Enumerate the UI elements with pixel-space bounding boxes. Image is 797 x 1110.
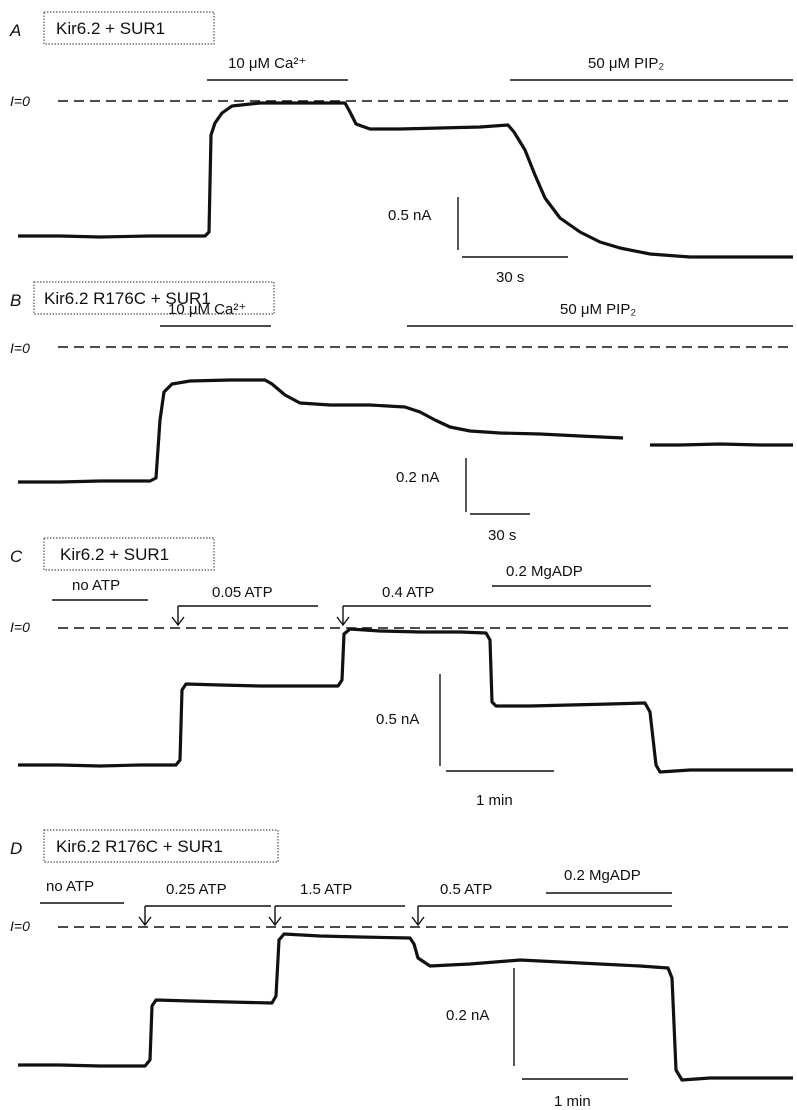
scale-time-label: 30 s [496, 269, 524, 286]
scale-current-label: 0.2 nA [446, 1007, 489, 1024]
arrow-head [138, 916, 152, 927]
arrow-head [411, 916, 425, 927]
panel-c: C Kir6.2 + SUR1 no ATP 0.05 ATP 0.4 ATP … [10, 537, 793, 809]
treatment-label: 50 μM PIP₂ [588, 55, 664, 72]
treatment-label: 10 μM Ca²⁺ [228, 55, 306, 72]
panel-title-box [43, 829, 279, 863]
panel-title-box [43, 11, 215, 45]
panel-title-box [33, 281, 275, 315]
panel-d: D Kir6.2 R176C + SUR1 no ATP 0.25 ATP 1.… [10, 829, 793, 1110]
panel-title: Kir6.2 R176C + SUR1 [56, 837, 223, 856]
scale-time-label: 1 min [476, 792, 513, 809]
panel-letter: C [10, 547, 23, 566]
treatment-label: 10 μM Ca²⁺ [168, 301, 246, 318]
scale-time-label: 1 min [554, 1093, 591, 1110]
current-trace [18, 101, 793, 259]
scale-current-label: 0.5 nA [388, 207, 431, 224]
scale-current-label: 0.5 nA [376, 711, 419, 728]
panel-title: Kir6.2 + SUR1 [60, 545, 169, 564]
zero-current-label: I=0 [10, 918, 30, 934]
panel-title-box [43, 537, 215, 571]
panel-title: Kir6.2 + SUR1 [56, 19, 165, 38]
treatment-label: 0.2 MgADP [506, 563, 583, 580]
treatment-label: 0.4 ATP [382, 584, 434, 601]
arrow-head [268, 916, 282, 927]
current-trace-segment [650, 442, 793, 447]
treatment-label: no ATP [72, 577, 120, 594]
treatment-label: 50 μM PIP₂ [560, 301, 636, 318]
panel-letter: B [10, 291, 21, 310]
current-trace [18, 378, 624, 484]
treatment-label: no ATP [46, 878, 94, 895]
arrow-head [336, 616, 350, 627]
current-trace [18, 932, 793, 1082]
treatment-label: 0.25 ATP [166, 881, 227, 898]
zero-current-label: I=0 [10, 619, 30, 635]
panel-b: B Kir6.2 R176C + SUR1 10 μM Ca²⁺ 50 μM P… [10, 281, 793, 544]
panel-a: A Kir6.2 + SUR1 10 μM Ca²⁺ 50 μM PIP₂ I=… [9, 11, 793, 286]
arrow-head [171, 616, 185, 627]
panel-letter: A [9, 21, 21, 40]
treatment-label: 0.5 ATP [440, 881, 492, 898]
panel-letter: D [10, 839, 22, 858]
treatment-label: 1.5 ATP [300, 881, 352, 898]
panel-title: Kir6.2 R176C + SUR1 [44, 289, 211, 308]
treatment-label: 0.2 MgADP [564, 867, 641, 884]
zero-current-label: I=0 [10, 340, 30, 356]
scale-time-label: 30 s [488, 527, 516, 544]
current-trace [18, 627, 793, 774]
zero-current-label: I=0 [10, 93, 30, 109]
treatment-label: 0.05 ATP [212, 584, 273, 601]
scale-current-label: 0.2 nA [396, 469, 439, 486]
